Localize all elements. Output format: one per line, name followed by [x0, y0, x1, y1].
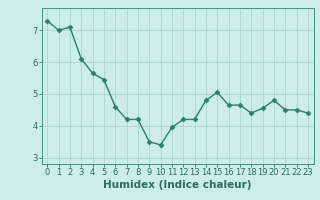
X-axis label: Humidex (Indice chaleur): Humidex (Indice chaleur)	[103, 180, 252, 190]
